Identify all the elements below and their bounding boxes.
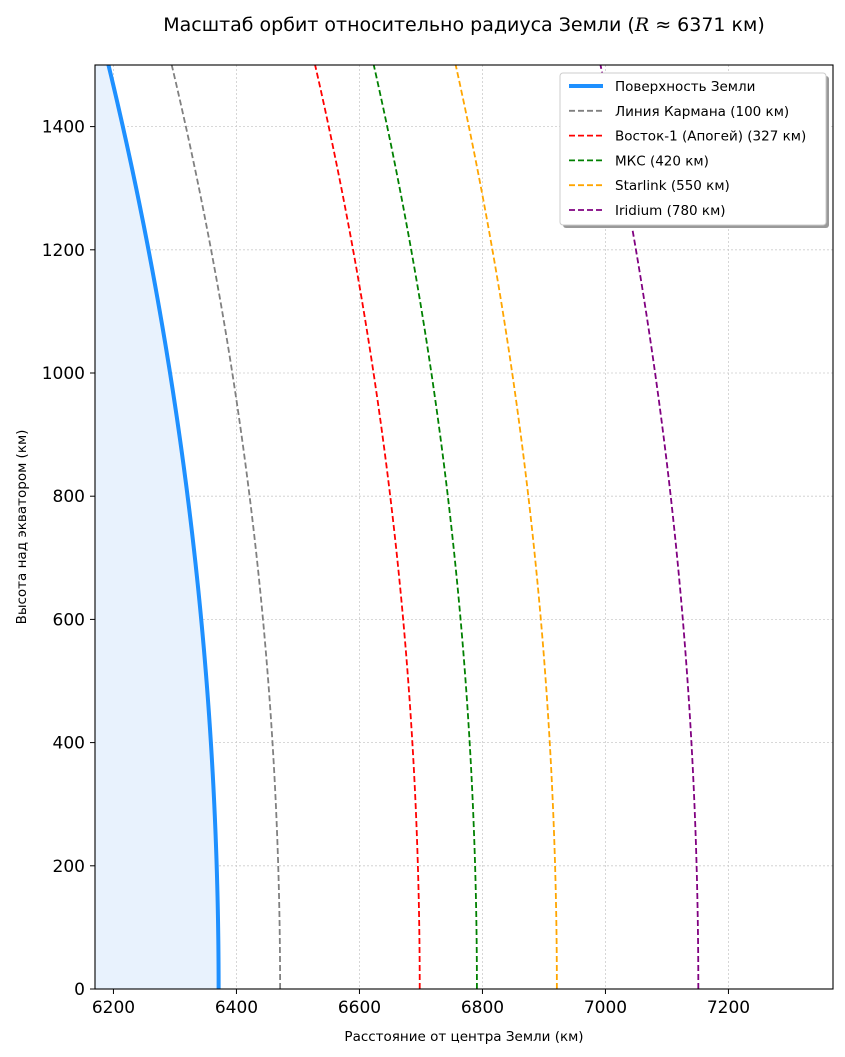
y-tick-label: 1200 — [42, 241, 85, 261]
series-line-4 — [454, 65, 558, 989]
legend-label: МКС (420 км) — [615, 153, 709, 169]
series-line-5 — [599, 65, 700, 989]
series-line-2 — [314, 65, 421, 989]
x-axis: 6200 6400 6600 6800 7000 7200 — [92, 989, 750, 1018]
series-line-0 — [106, 65, 221, 989]
y-tick-label: 200 — [53, 857, 85, 877]
series-line-3 — [372, 65, 478, 989]
x-tick-label: 7000 — [584, 998, 627, 1018]
legend-label: Starlink (550 км) — [615, 178, 730, 194]
y-axis: 0 200 400 600 800 1000 1200 1400 — [42, 118, 95, 1000]
legend-label: Восток-1 (Апогей) (327 км) — [615, 129, 806, 145]
y-axis-label: Высота над экватором (км) — [14, 430, 30, 625]
y-tick-label: 0 — [74, 980, 85, 1000]
legend-label: Линия Кармана (100 км) — [615, 104, 789, 120]
earth-fill — [95, 65, 219, 989]
x-tick-label: 6200 — [92, 998, 135, 1018]
y-tick-label: 1400 — [42, 118, 85, 138]
x-tick-label: 6400 — [215, 998, 258, 1018]
y-tick-label: 400 — [53, 734, 85, 754]
series-layer — [95, 65, 700, 989]
x-tick-label: 6800 — [461, 998, 504, 1018]
legend-label: Поверхность Земли — [615, 79, 755, 95]
legend-label: Iridium (780 км) — [615, 203, 726, 219]
plot-frame — [94, 64, 834, 990]
y-tick-label: 1000 — [42, 364, 85, 384]
x-axis-label: Расстояние от центра Земли (км) — [344, 1029, 583, 1045]
x-tick-label: 7200 — [707, 998, 750, 1018]
legend: Поверхность Земли Линия Кармана (100 км) В… — [559, 72, 829, 228]
y-tick-label: 600 — [53, 610, 85, 630]
chart-title: Масштаб орбит относительно радиуса Земли… — [163, 14, 765, 36]
series-line-1 — [170, 65, 282, 989]
x-tick-label: 6600 — [338, 998, 381, 1018]
y-tick-label: 800 — [53, 487, 85, 507]
legend-box — [559, 72, 827, 226]
